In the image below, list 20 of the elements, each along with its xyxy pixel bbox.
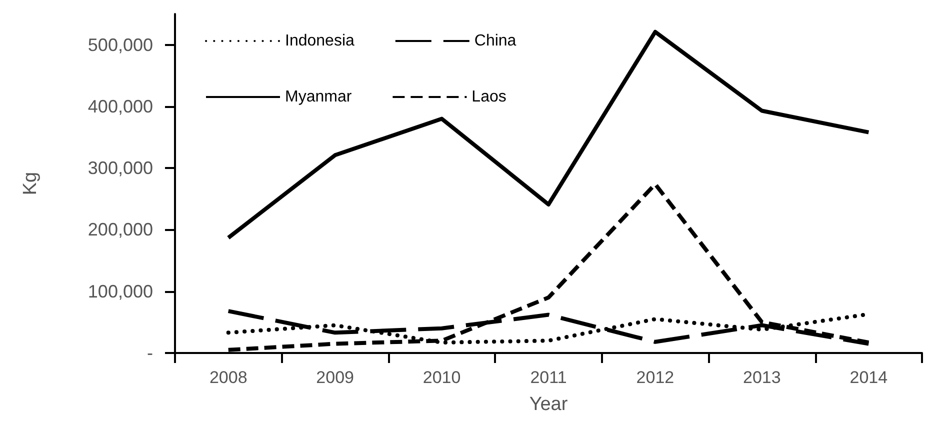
y-axis-title: Kg <box>20 172 41 196</box>
legend-label: Indonesia <box>285 32 354 50</box>
x-tick-label: 2010 <box>422 368 461 387</box>
y-tick-label: 500,000 <box>88 34 153 55</box>
y-tick-label: 300,000 <box>88 158 153 178</box>
legend-label: Myanmar <box>285 88 352 106</box>
x-tick-label: 2014 <box>850 368 888 387</box>
line-series <box>226 30 871 240</box>
y-tick-label: 200,000 <box>88 220 153 240</box>
x-tick-label: 2011 <box>530 368 567 387</box>
x-tick-label: 2008 <box>209 368 248 387</box>
y-tick-label: 100,000 <box>88 281 153 302</box>
x-tick-label: 2013 <box>743 368 781 387</box>
x-axis-title: Year <box>529 394 568 415</box>
y-tick-label: - <box>147 343 153 363</box>
legend-label: Laos <box>472 88 506 106</box>
x-tick-label: 2012 <box>636 368 674 387</box>
x-tick-label: 2009 <box>316 368 354 387</box>
legend-label: China <box>474 32 516 50</box>
y-tick-label: 400,000 <box>88 96 153 116</box>
